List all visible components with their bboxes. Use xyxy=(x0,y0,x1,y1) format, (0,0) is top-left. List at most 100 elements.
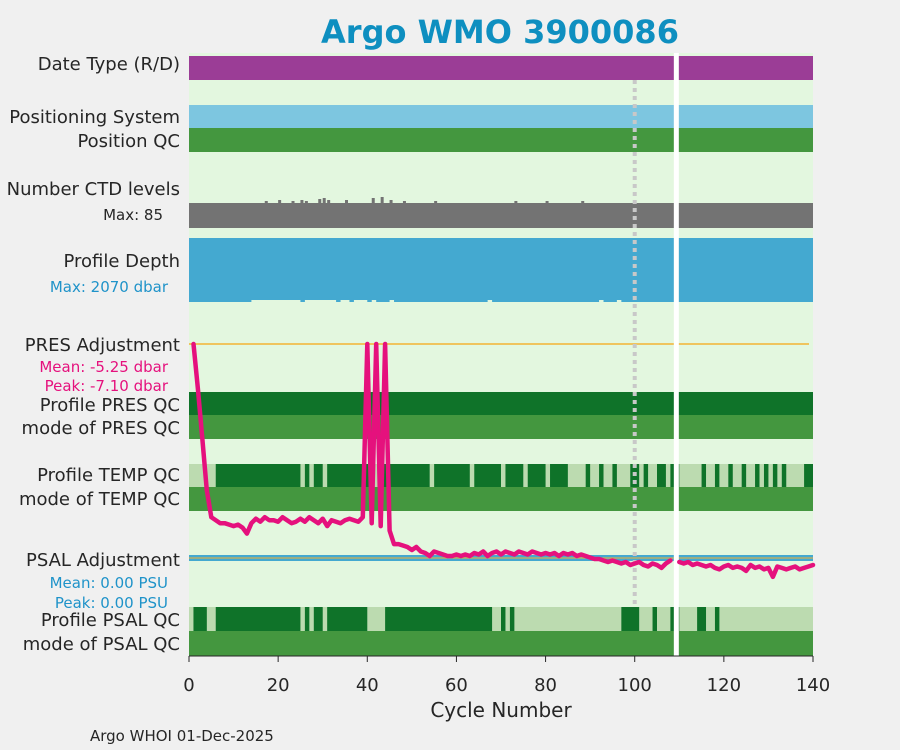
psal-qc-pale-9 xyxy=(639,607,653,631)
temp-qc-pale-25 xyxy=(786,464,805,487)
label-number-ctd-levels: Number CTD levels xyxy=(7,179,180,200)
psal-qc-pale-3 xyxy=(309,607,314,631)
pres-adjustment-line-b xyxy=(677,559,816,580)
ctd-spike-1 xyxy=(278,200,282,203)
temp-qc-pale-16 xyxy=(665,464,671,487)
pres-adjustment-series xyxy=(191,341,816,580)
ctd-spike-5 xyxy=(318,199,322,203)
profile-pres-qc-bar xyxy=(189,392,813,415)
temp-qc-pale-13 xyxy=(616,464,631,487)
psal-qc-pale-0 xyxy=(189,607,194,631)
temp-qc-pale-19 xyxy=(719,464,729,487)
temp-qc-pale-5 xyxy=(429,464,435,487)
ctd-spike-14 xyxy=(514,201,518,203)
chart-title: Argo WMO 3900086 xyxy=(321,13,679,51)
label-position-qc: Position QC xyxy=(77,131,180,152)
ctd-spike-2 xyxy=(291,201,295,203)
x-tick-label-0: 0 xyxy=(183,675,194,696)
temp-qc-pale-15 xyxy=(648,464,657,487)
temp-qc-pale-10 xyxy=(567,464,586,487)
label-positioning-system: Positioning System xyxy=(9,107,180,128)
ctd-spike-13 xyxy=(434,201,438,203)
label-profile-psal-qc: Profile PSAL QC xyxy=(41,610,180,631)
x-tick-label-60: 60 xyxy=(445,675,468,696)
temp-qc-pale-4 xyxy=(371,464,381,487)
label-profile-temp-qc: Profile TEMP QC xyxy=(37,465,180,486)
psal-qc-pale-13 xyxy=(719,607,813,631)
temp-qc-pale-6 xyxy=(469,464,475,487)
date-type-bar xyxy=(189,56,813,80)
ctd-spike-16 xyxy=(581,201,585,203)
status-bars xyxy=(189,56,813,656)
psal-qc-pale-10 xyxy=(657,607,671,631)
positioning-system-bar xyxy=(189,105,813,128)
ctd-levels-bar xyxy=(189,203,813,228)
psal-qc-pale-5 xyxy=(367,607,386,631)
label-mode-temp-qc: mode of TEMP QC xyxy=(19,489,180,510)
label-profile-pres-qc: Profile PRES QC xyxy=(40,395,180,416)
psal-qc-pale-7 xyxy=(505,607,510,631)
missing-cycle-gap-bar xyxy=(673,53,679,656)
temp-qc-pale-18 xyxy=(706,464,715,487)
position-qc-bar xyxy=(189,128,813,152)
label-pres-adjustment: PRES Adjustment xyxy=(25,335,180,356)
depth-notch-0 xyxy=(251,300,301,304)
depth-notch-1 xyxy=(304,300,337,304)
psal-qc-pale-6 xyxy=(492,607,501,631)
missing-cycle-gap xyxy=(673,53,679,656)
label-mode-psal-qc: mode of PSAL QC xyxy=(23,634,180,655)
temp-qc-pale-17 xyxy=(679,464,702,487)
label-profile-depth: Profile Depth xyxy=(63,251,180,272)
x-tick-label-80: 80 xyxy=(534,675,557,696)
ctd-spike-15 xyxy=(545,201,549,203)
depth-notch-7 xyxy=(599,300,604,304)
label-mode-pres-qc: mode of PRES QC xyxy=(22,418,180,439)
label-psal-peak: Peak: 0.00 PSU xyxy=(55,594,168,612)
psal-qc-pale-4 xyxy=(322,607,328,631)
ctd-spike-0 xyxy=(264,201,268,203)
ctd-spike-12 xyxy=(402,201,406,203)
temp-qc-pale-12 xyxy=(603,464,613,487)
temp-qc-pale-2 xyxy=(309,464,314,487)
ctd-spike-3 xyxy=(300,200,304,203)
psal-qc-pale-12 xyxy=(706,607,715,631)
pres-adjustment-line-a xyxy=(191,341,673,571)
depth-notch-2 xyxy=(340,300,350,304)
ctd-spike-6 xyxy=(322,198,326,203)
mode-psal-qc-bar xyxy=(189,631,813,656)
temp-qc-pale-9 xyxy=(545,464,551,487)
ctd-spike-8 xyxy=(345,200,348,203)
x-tick-label-100: 100 xyxy=(618,675,652,696)
ctd-spike-7 xyxy=(327,200,331,203)
mode-pres-qc-bar xyxy=(189,415,813,439)
label-psal-adjustment: PSAL Adjustment xyxy=(26,550,180,571)
label-pres-peak: Peak: -7.10 dbar xyxy=(45,377,169,395)
x-tick-label-40: 40 xyxy=(356,675,379,696)
temp-qc-pale-24 xyxy=(777,464,782,487)
temp-qc-pale-7 xyxy=(501,464,506,487)
x-axis-ticks: 0 20 40 60 80 100 120 140 xyxy=(183,656,830,696)
temp-qc-pale-22 xyxy=(759,464,764,487)
depth-notch-4 xyxy=(371,300,377,304)
depth-notch-3 xyxy=(353,300,368,304)
x-tick-label-140: 140 xyxy=(796,675,830,696)
temp-qc-pale-14 xyxy=(639,464,644,487)
temp-qc-pale-21 xyxy=(746,464,756,487)
depth-notch-5 xyxy=(389,300,395,304)
mode-temp-qc-bar xyxy=(189,487,813,511)
psal-qc-pale-11 xyxy=(679,607,698,631)
temp-qc-pale-20 xyxy=(732,464,742,487)
ctd-spike-11 xyxy=(389,200,393,203)
temp-qc-pale-11 xyxy=(590,464,600,487)
label-date-type: Date Type (R/D) xyxy=(38,54,180,75)
temp-qc-pale-0 xyxy=(189,464,216,487)
ctd-spike-10 xyxy=(380,197,384,203)
ctd-spike-4 xyxy=(304,201,308,203)
x-tick-label-20: 20 xyxy=(267,675,290,696)
psal-qc-pale-1 xyxy=(206,607,216,631)
depth-notch-6 xyxy=(487,300,493,304)
x-tick-label-120: 120 xyxy=(707,675,741,696)
temp-qc-pale-23 xyxy=(768,464,773,487)
x-axis-label: Cycle Number xyxy=(430,698,572,722)
